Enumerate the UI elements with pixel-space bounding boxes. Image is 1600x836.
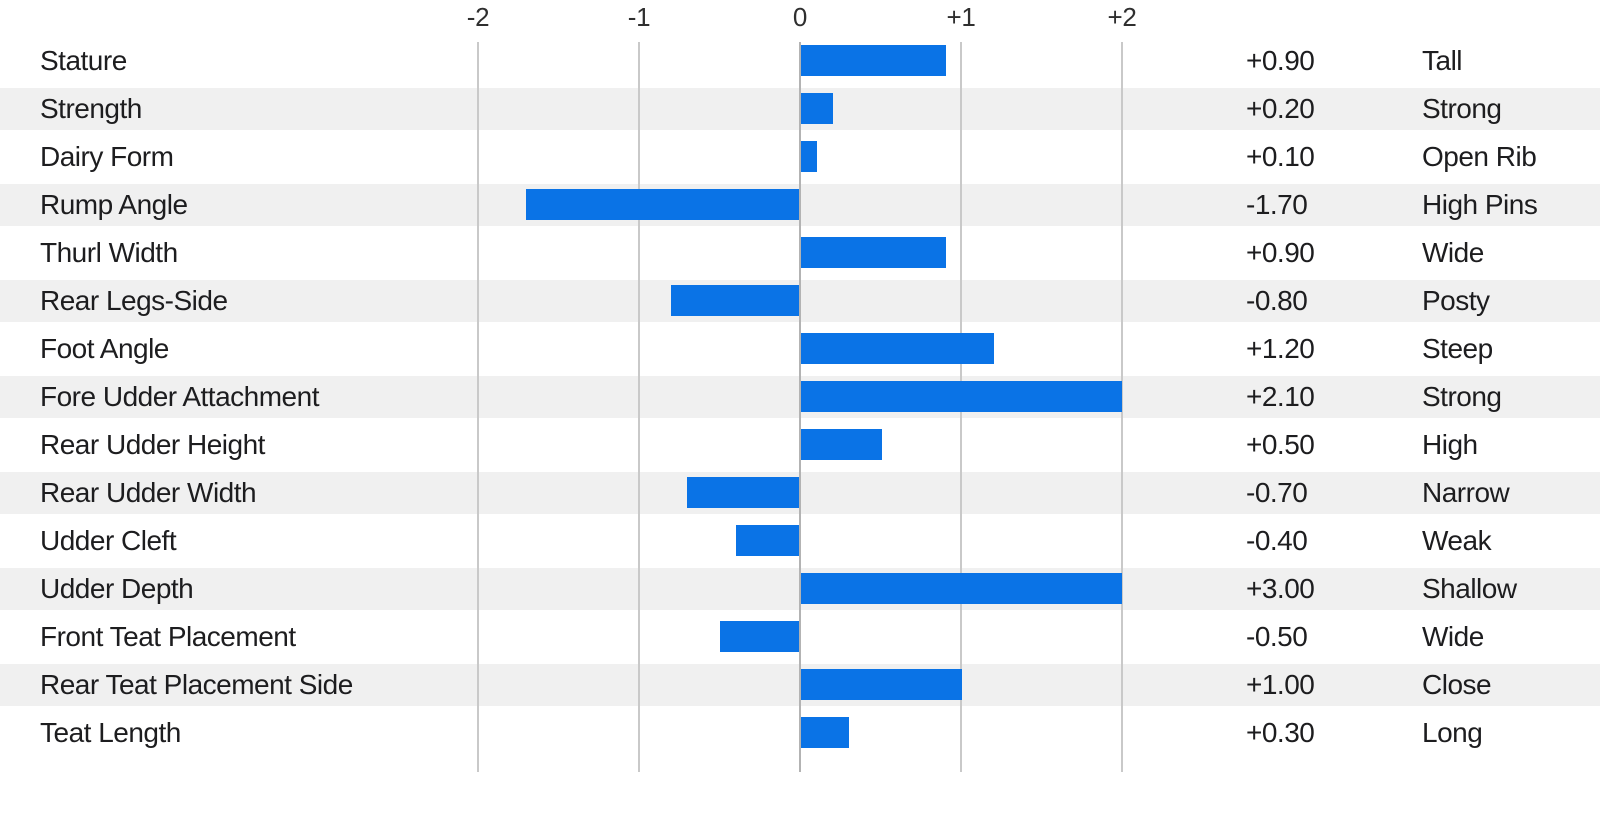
table-row: Thurl Width +0.90 Wide xyxy=(0,229,1600,277)
trait-bar xyxy=(801,669,962,700)
trait-bar xyxy=(687,477,799,508)
trait-value: +0.10 xyxy=(1246,141,1315,172)
trait-descriptor: High xyxy=(1422,429,1478,460)
trait-descriptor: Open Rib xyxy=(1422,141,1537,172)
trait-label: Stature xyxy=(40,45,127,76)
trait-value: -1.70 xyxy=(1246,189,1308,220)
trait-bar xyxy=(526,189,799,220)
trait-label: Rear Legs-Side xyxy=(40,285,228,316)
table-row: Udder Cleft -0.40 Weak xyxy=(0,517,1600,565)
trait-label: Rear Udder Width xyxy=(40,477,257,508)
trait-descriptor: Shallow xyxy=(1422,573,1517,604)
trait-bar xyxy=(801,717,849,748)
trait-descriptor: Close xyxy=(1422,669,1492,700)
table-row: Fore Udder Attachment +2.10 Strong xyxy=(0,373,1600,421)
gridline xyxy=(1121,42,1123,772)
axis-tick-label: -2 xyxy=(466,2,490,32)
trait-label: Udder Cleft xyxy=(40,525,177,556)
trait-descriptor: Wide xyxy=(1422,237,1484,268)
trait-label: Dairy Form xyxy=(40,141,174,172)
trait-label: Udder Depth xyxy=(40,573,194,604)
table-row: Rear Udder Height +0.50 High xyxy=(0,421,1600,469)
zero-gridline xyxy=(799,42,801,772)
trait-bar xyxy=(801,429,882,460)
trait-label: Front Teat Placement xyxy=(40,621,296,652)
trait-bar xyxy=(720,621,799,652)
trait-value: +1.20 xyxy=(1246,333,1315,364)
trait-value: +0.20 xyxy=(1246,93,1315,124)
trait-label: Teat Length xyxy=(40,717,181,748)
trait-value: -0.80 xyxy=(1246,285,1308,316)
trait-descriptor: Strong xyxy=(1422,381,1502,412)
trait-label: Fore Udder Attachment xyxy=(40,381,319,412)
trait-bar xyxy=(801,45,946,76)
table-row: Rump Angle -1.70 High Pins xyxy=(0,181,1600,229)
trait-descriptor: Posty xyxy=(1422,285,1490,316)
trait-label: Foot Angle xyxy=(40,333,169,364)
trait-label: Rear Teat Placement Side xyxy=(40,669,353,700)
trait-bar xyxy=(801,573,1122,604)
table-row: Teat Length +0.30 Long xyxy=(0,709,1600,757)
trait-value: -0.70 xyxy=(1246,477,1308,508)
trait-value: +1.00 xyxy=(1246,669,1315,700)
table-row: Front Teat Placement -0.50 Wide xyxy=(0,613,1600,661)
trait-descriptor: Steep xyxy=(1422,333,1493,364)
trait-value: +0.90 xyxy=(1246,237,1315,268)
table-row: Rear Udder Width -0.70 Narrow xyxy=(0,469,1600,517)
trait-bar xyxy=(801,333,994,364)
trait-bar xyxy=(736,525,799,556)
trait-label: Thurl Width xyxy=(40,237,178,268)
table-row: Rear Teat Placement Side +1.00 Close xyxy=(0,661,1600,709)
trait-value: +3.00 xyxy=(1246,573,1315,604)
trait-bar xyxy=(801,381,1122,412)
gridline xyxy=(638,42,640,772)
gridline xyxy=(477,42,479,772)
trait-descriptor: Narrow xyxy=(1422,477,1510,508)
axis-tick-label: 0 xyxy=(792,2,808,32)
axis-tick-label: +1 xyxy=(946,2,976,32)
trait-value: -0.50 xyxy=(1246,621,1308,652)
trait-bar xyxy=(671,285,799,316)
trait-value: +0.30 xyxy=(1246,717,1315,748)
axis-tick-label: -1 xyxy=(627,2,651,32)
trait-descriptor: Wide xyxy=(1422,621,1484,652)
trait-label: Rear Udder Height xyxy=(40,429,265,460)
table-row: Stature +0.90 Tall xyxy=(0,37,1600,85)
table-row: Dairy Form +0.10 Open Rib xyxy=(0,133,1600,181)
trait-bar xyxy=(801,141,817,172)
trait-value: -0.40 xyxy=(1246,525,1308,556)
trait-value: +0.50 xyxy=(1246,429,1315,460)
trait-label: Rump Angle xyxy=(40,189,188,220)
table-row: Udder Depth +3.00 Shallow xyxy=(0,565,1600,613)
trait-descriptor: Tall xyxy=(1422,45,1463,76)
trait-value: +2.10 xyxy=(1246,381,1315,412)
table-row: Foot Angle +1.20 Steep xyxy=(0,325,1600,373)
trait-descriptor: High Pins xyxy=(1422,189,1538,220)
trait-descriptor: Strong xyxy=(1422,93,1502,124)
trait-descriptor: Weak xyxy=(1422,525,1492,556)
trait-bar xyxy=(801,93,833,124)
trait-descriptor: Long xyxy=(1422,717,1483,748)
table-row: Strength +0.20 Strong xyxy=(0,85,1600,133)
axis-tick-label: +2 xyxy=(1107,2,1137,32)
table-row: Rear Legs-Side -0.80 Posty xyxy=(0,277,1600,325)
trait-label: Strength xyxy=(40,93,142,124)
trait-value: +0.90 xyxy=(1246,45,1315,76)
trait-bar xyxy=(801,237,946,268)
